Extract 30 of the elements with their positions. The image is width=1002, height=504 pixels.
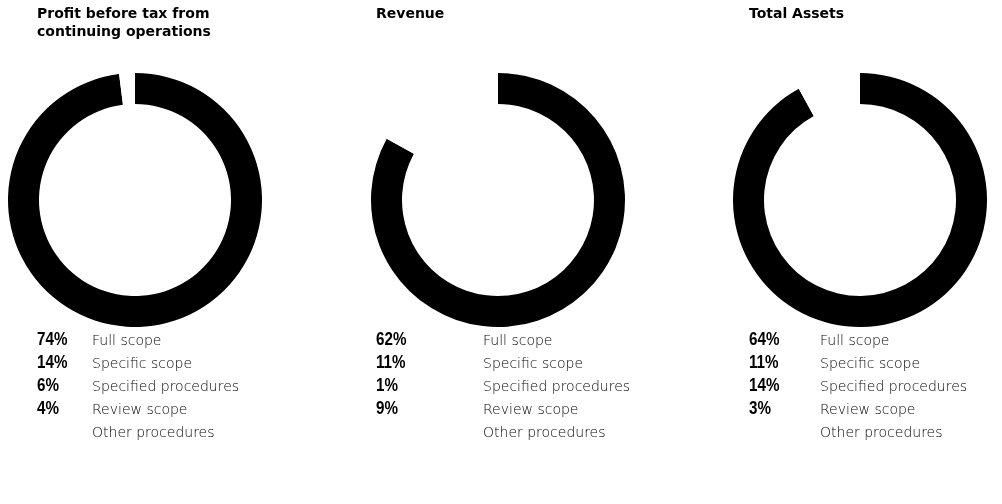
text: Full scope [92, 332, 162, 348]
text: Review scope [820, 401, 916, 417]
text: 14% [37, 350, 68, 373]
text: Specified procedures [820, 378, 968, 394]
text: Review scope [483, 401, 579, 417]
text: 64% [749, 327, 780, 350]
text: Other procedures [820, 424, 943, 440]
text: Other procedures [483, 424, 606, 440]
text: 74% [37, 327, 68, 350]
text: Specified procedures [92, 378, 240, 394]
text: 1% [376, 373, 398, 396]
text: 62% [376, 327, 407, 350]
chart-title: Profit before tax from continuing operations [37, 5, 211, 39]
text: Full scope [820, 332, 890, 348]
text: Specific scope [92, 355, 192, 371]
text: Specified procedures [483, 378, 631, 394]
text: 9% [376, 396, 398, 419]
text: Specific scope [483, 355, 583, 371]
text: 11% [749, 350, 779, 373]
text: Review scope [92, 401, 188, 417]
text: 3% [749, 396, 771, 419]
chart-title: Revenue [376, 5, 445, 21]
text: Full scope [483, 332, 553, 348]
text: 4% [37, 396, 59, 419]
chart-title: Total Assets [749, 5, 845, 21]
text: 11% [376, 350, 406, 373]
text: 14% [749, 373, 780, 396]
text: Other procedures [92, 424, 215, 440]
text: Specific scope [820, 355, 920, 371]
text: 6% [37, 373, 59, 396]
